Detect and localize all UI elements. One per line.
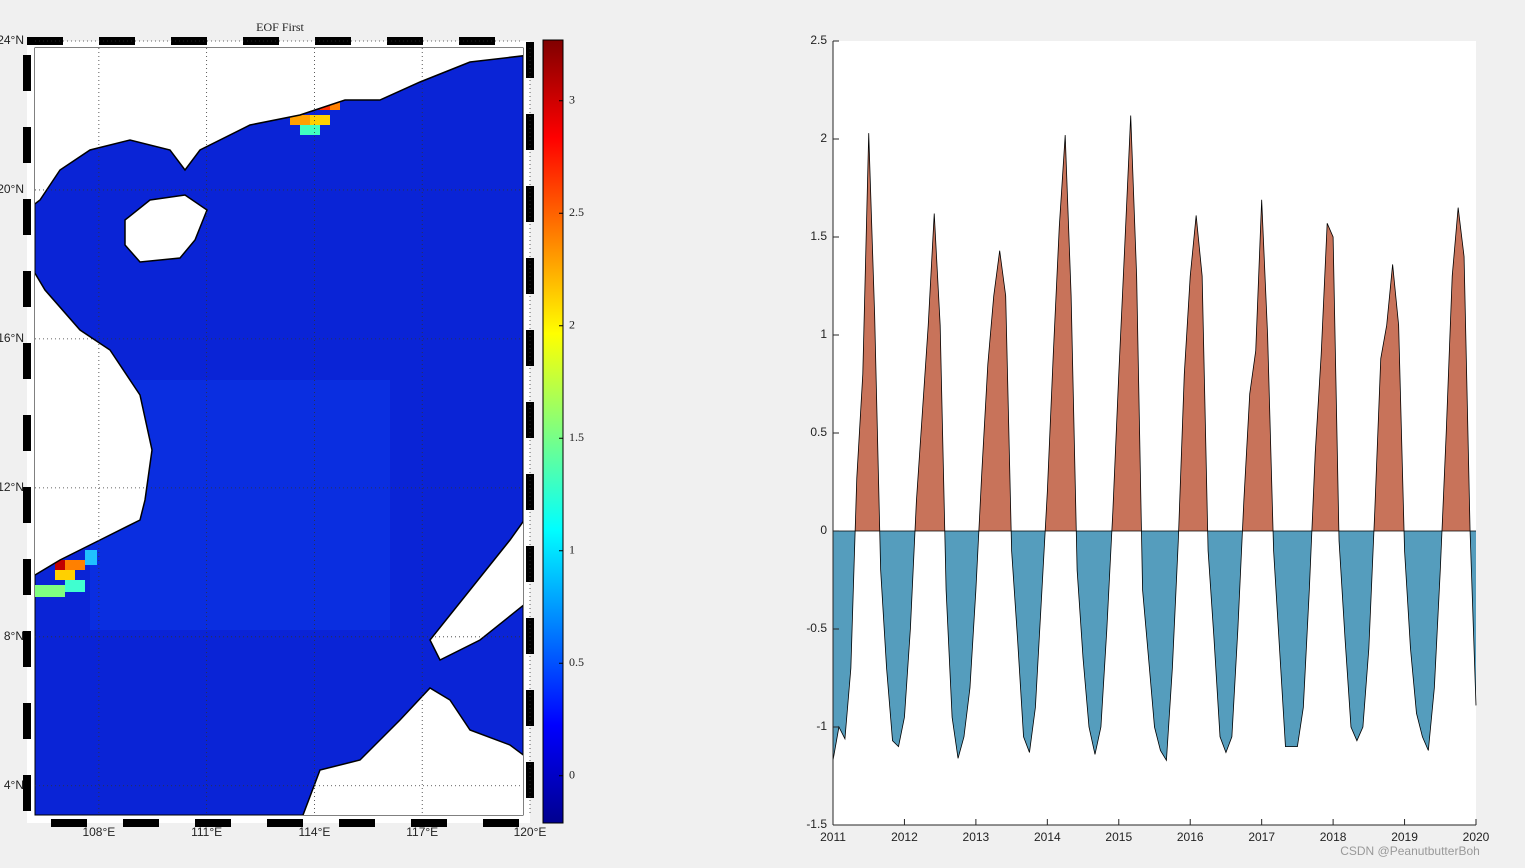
series-line <box>832 115 1477 762</box>
y-tick-label: 16°N <box>0 331 24 345</box>
x-tick-label: 120°E <box>514 825 547 839</box>
colorbar-tick-label: 3 <box>569 93 575 107</box>
x-tick-label: 2012 <box>891 830 918 844</box>
watermark: CSDN @PeanutbutterBoh <box>1340 844 1480 858</box>
y-tick-label: 24°N <box>0 33 24 47</box>
hotspot <box>55 560 65 570</box>
x-tick-label: 2011 <box>820 830 846 844</box>
hotspot <box>85 550 97 565</box>
y-tick-label: -1.5 <box>806 817 827 831</box>
x-tick-label: 2017 <box>1248 830 1275 844</box>
colorbar-tick-label: 2 <box>569 318 575 332</box>
colorbar-tick-label: 2.5 <box>569 205 584 219</box>
x-tick-label: 114°E <box>298 825 330 839</box>
y-tick-label: 12°N <box>0 480 24 494</box>
hotspot <box>55 570 75 580</box>
negative-area <box>833 531 1476 761</box>
y-tick-label: 0 <box>820 523 827 537</box>
x-tick-label: 2014 <box>1034 830 1061 844</box>
y-tick-label: 8°N <box>4 629 24 643</box>
x-tick-label: 117°E <box>406 825 438 839</box>
x-tick-label: 2015 <box>1105 830 1132 844</box>
x-tick-label: 111°E <box>191 825 222 839</box>
hotspot <box>65 560 85 570</box>
hotspot <box>35 585 65 597</box>
colorbar-tick-label: 0 <box>569 768 575 782</box>
positive-area <box>833 115 1476 531</box>
hotspot <box>300 125 320 135</box>
y-tick-label: 0.5 <box>810 425 827 439</box>
colorbar <box>542 39 564 824</box>
map-field <box>35 48 523 815</box>
colorbar-tick-label: 1.5 <box>569 430 584 444</box>
x-tick-label: 2019 <box>1391 830 1418 844</box>
x-tick-label: 108°E <box>82 825 115 839</box>
y-tick-label: 2 <box>820 131 827 145</box>
map-title: EOF First <box>256 20 304 34</box>
y-tick-label: 2.5 <box>810 33 827 47</box>
x-tick-label: 2013 <box>963 830 990 844</box>
map-frame <box>23 37 534 827</box>
hotspot <box>65 580 85 592</box>
colorbar-tick-label: 0.5 <box>569 655 584 669</box>
y-tick-label: 4°N <box>4 778 24 792</box>
x-tick-label: 2018 <box>1320 830 1347 844</box>
hotspot <box>290 115 310 125</box>
y-tick-label: -0.5 <box>806 621 827 635</box>
colorbar-tick-label: 1 <box>569 543 575 557</box>
x-tick-label: 2016 <box>1177 830 1204 844</box>
y-tick-label: -1 <box>816 719 827 733</box>
y-tick-label: 1 <box>820 327 827 341</box>
y-tick-label: 20°N <box>0 182 24 196</box>
y-tick-label: 1.5 <box>810 229 827 243</box>
hotspot <box>330 100 340 110</box>
land <box>35 48 523 815</box>
hotspot <box>310 115 330 125</box>
x-tick-label: 2020 <box>1463 830 1490 844</box>
